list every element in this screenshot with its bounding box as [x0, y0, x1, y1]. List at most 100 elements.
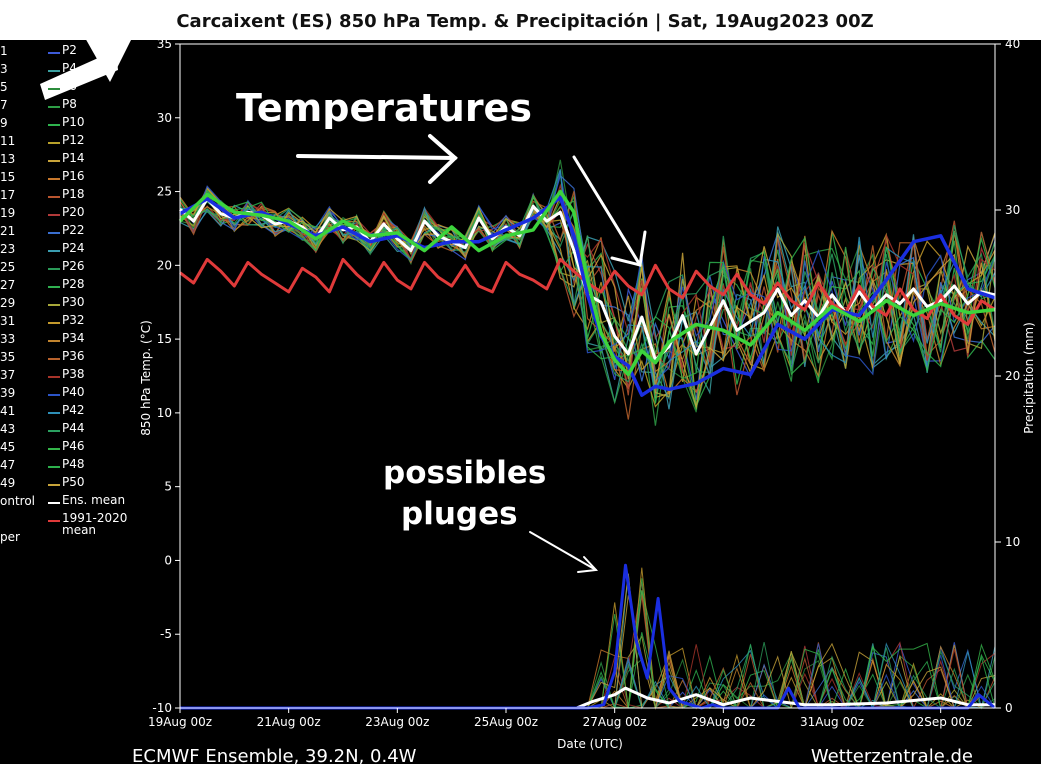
legend-swatch [48, 250, 60, 252]
footer-source: ECMWF Ensemble, 39.2N, 0.4W [132, 746, 417, 764]
y-tick-label-right: 0 [1005, 701, 1013, 715]
x-tick-label: 25Aug 00z [474, 715, 538, 729]
legend-label: P26 [62, 259, 85, 273]
legend-number: 37 [0, 368, 16, 382]
x-tick-label: 02Sep 00z [909, 715, 972, 729]
ensemble-member-line [179, 189, 996, 380]
legend-item: 9 P10 [0, 116, 150, 134]
y-tick-label-left: 15 [157, 332, 172, 346]
legend-swatch [48, 466, 60, 468]
legend-number: 29 [0, 296, 16, 310]
legend-number: 27 [0, 278, 16, 292]
legend-label: P8 [62, 97, 77, 111]
legend-label: P12 [62, 133, 85, 147]
legend-item: 31 P32 [0, 314, 150, 332]
legend-label: P16 [62, 169, 85, 183]
axes: -10 -5 0 5 10 15 20 25 30 35 0 10 20 30 40 19Aug 00z 21A… [148, 37, 1020, 729]
y-axis-label-left: 850 hPa Temp. (°C) [139, 320, 153, 436]
legend-number: 7 [0, 98, 8, 112]
legend-swatch [48, 232, 60, 234]
legend-label: Ens. mean [62, 493, 126, 507]
legend-item: 7 P8 [0, 98, 150, 116]
legend-swatch [48, 142, 60, 144]
y-tick-label-left: 20 [157, 258, 172, 272]
x-tick-label: 31Aug 00z [800, 715, 864, 729]
legend-swatch [48, 376, 60, 378]
legend-item: 23 P24 [0, 242, 150, 260]
y-tick-label-left: -10 [152, 701, 172, 715]
y-tick-label-left: 10 [157, 406, 172, 420]
legend-item: 37 P38 [0, 368, 150, 386]
y-tick-label-left: 0 [164, 553, 172, 567]
legend-label: P4 [62, 61, 77, 75]
legend-number: 45 [0, 440, 16, 454]
legend-item: 3 P4 [0, 62, 150, 80]
legend-item: ontrol Ens. mean [0, 494, 150, 512]
legend-swatch [48, 520, 60, 522]
legend-swatch [48, 52, 60, 54]
y-tick-label-right: 20 [1005, 369, 1020, 383]
legend-number: 13 [0, 152, 16, 166]
y-tick-label-right: 30 [1005, 203, 1020, 217]
legend-swatch [48, 178, 60, 180]
legend-number: 23 [0, 242, 16, 256]
legend-item: 49 P50 [0, 476, 150, 494]
ensemble-member-line [179, 193, 996, 410]
legend-label: P30 [62, 295, 85, 309]
legend-label: 1991-2020 mean [62, 511, 128, 537]
legend-label: P24 [62, 241, 85, 255]
y-tick-label-left: 25 [157, 185, 172, 199]
y-axis-label-right: Precipitation (mm) [1022, 322, 1036, 434]
legend-item: 19 P20 [0, 206, 150, 224]
y-tick-label-left: 35 [157, 37, 172, 51]
legend-swatch [48, 70, 60, 72]
plot-frame [179, 43, 996, 709]
legend-number: 19 [0, 206, 16, 220]
footer-site: Wetterzentrale.de [811, 746, 973, 764]
legend-number: 35 [0, 350, 16, 364]
legend-label: P40 [62, 385, 85, 399]
x-tick-label: 27Aug 00z [583, 715, 647, 729]
legend-swatch [48, 268, 60, 270]
annotation-temperatures: Temperatures [236, 86, 532, 130]
legend-swatch [48, 394, 60, 396]
diagonal-arrow-icon [572, 155, 647, 267]
legend-label: P14 [62, 151, 85, 165]
x-tick-label: 23Aug 00z [365, 715, 429, 729]
legend-swatch [48, 340, 60, 342]
legend-label: P20 [62, 205, 85, 219]
legend-item: 1 P2 [0, 44, 150, 62]
legend-swatch [48, 412, 60, 414]
legend-swatch [48, 430, 60, 432]
legend-number: 1 [0, 44, 8, 58]
legend-item: 47 P48 [0, 458, 150, 476]
legend-swatch [48, 304, 60, 306]
precip-arrow-icon [529, 531, 599, 573]
annotation-possibles: possibles [383, 455, 546, 491]
x-tick-label: 29Aug 00z [691, 715, 755, 729]
x-tick-label: 19Aug 00z [148, 715, 212, 729]
legend-swatch [48, 106, 60, 108]
legend-number: 33 [0, 332, 16, 346]
legend-number: 11 [0, 134, 16, 148]
legend-swatch [48, 322, 60, 324]
legend-number: 9 [0, 116, 8, 130]
legend-label: P10 [62, 115, 85, 129]
legend-label: P2 [62, 43, 77, 57]
legend-item: 21 P22 [0, 224, 150, 242]
legend-item: 41 P42 [0, 404, 150, 422]
legend-label: P32 [62, 313, 85, 327]
ensemble-member-line [179, 202, 996, 389]
legend-label: P38 [62, 367, 85, 381]
legend-item: 15 P16 [0, 170, 150, 188]
legend-number: 31 [0, 314, 16, 328]
legend-number: 25 [0, 260, 16, 274]
legend-swatch [48, 214, 60, 216]
chart-title: Carcaixent (ES) 850 hPa Temp. & Precipit… [176, 11, 873, 32]
legend-label: P50 [62, 475, 85, 489]
legend-item: 43 P44 [0, 422, 150, 440]
legend-item: 35 P36 [0, 350, 150, 368]
legend-item: 11 P12 [0, 134, 150, 152]
